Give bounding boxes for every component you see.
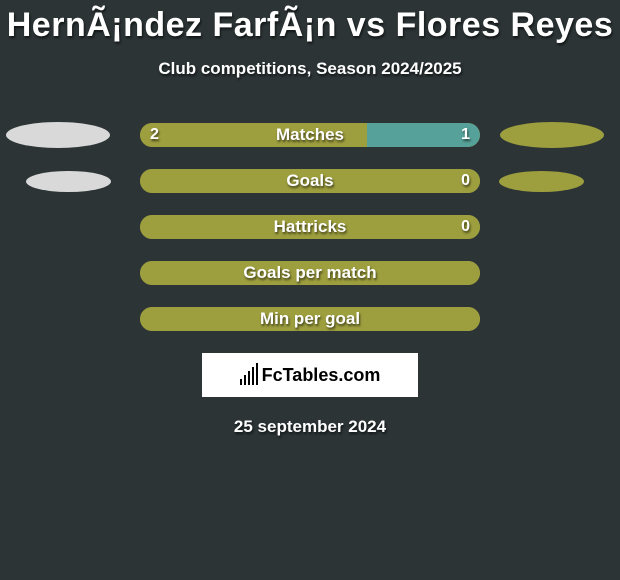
stat-value-left: 2	[150, 123, 159, 147]
stat-value-right: 1	[461, 123, 470, 147]
subtitle: Club competitions, Season 2024/2025	[0, 59, 620, 79]
logo-bar-segment	[256, 363, 258, 385]
stat-label: Matches	[140, 123, 480, 147]
stat-bar: Goals per match	[140, 261, 480, 285]
stat-bar: Hattricks0	[140, 215, 480, 239]
logo-bar-segment	[252, 367, 254, 385]
stat-label: Goals	[140, 169, 480, 193]
stat-label: Goals per match	[140, 261, 480, 285]
player-left-oval-icon	[6, 122, 110, 148]
logo-bars-icon	[240, 365, 258, 385]
stat-value-right: 0	[461, 169, 470, 193]
stat-bar: Min per goal	[140, 307, 480, 331]
stat-bar: Matches2 1	[140, 123, 480, 147]
comparison-row: Matches2 1	[0, 123, 620, 147]
stat-value-right: 0	[461, 215, 470, 239]
comparison-row: Goals0	[0, 169, 620, 193]
stat-label: Hattricks	[140, 215, 480, 239]
logo-text: FcTables.com	[262, 365, 381, 386]
player-right-oval-icon	[500, 122, 604, 148]
logo-bar-segment	[248, 371, 250, 385]
comparison-row: Goals per match	[0, 261, 620, 285]
page-title: HernÃ¡ndez FarfÃ¡n vs Flores Reyes	[0, 6, 620, 45]
logo-bar-segment	[240, 379, 242, 385]
logo-bar-segment	[244, 375, 246, 385]
attribution-logo: FcTables.com	[202, 353, 418, 397]
player-right-oval-icon	[499, 171, 584, 192]
stat-bar: Goals0	[140, 169, 480, 193]
comparison-rows: Matches21Goals0Hattricks0Goals per match…	[0, 123, 620, 331]
comparison-row: Min per goal	[0, 307, 620, 331]
date-text: 25 september 2024	[0, 417, 620, 437]
comparison-row: Hattricks0	[0, 215, 620, 239]
stats-card: HernÃ¡ndez FarfÃ¡n vs Flores Reyes Club …	[0, 0, 620, 437]
stat-label: Min per goal	[140, 307, 480, 331]
logo-inner: FcTables.com	[240, 365, 381, 386]
player-left-oval-icon	[26, 171, 111, 192]
